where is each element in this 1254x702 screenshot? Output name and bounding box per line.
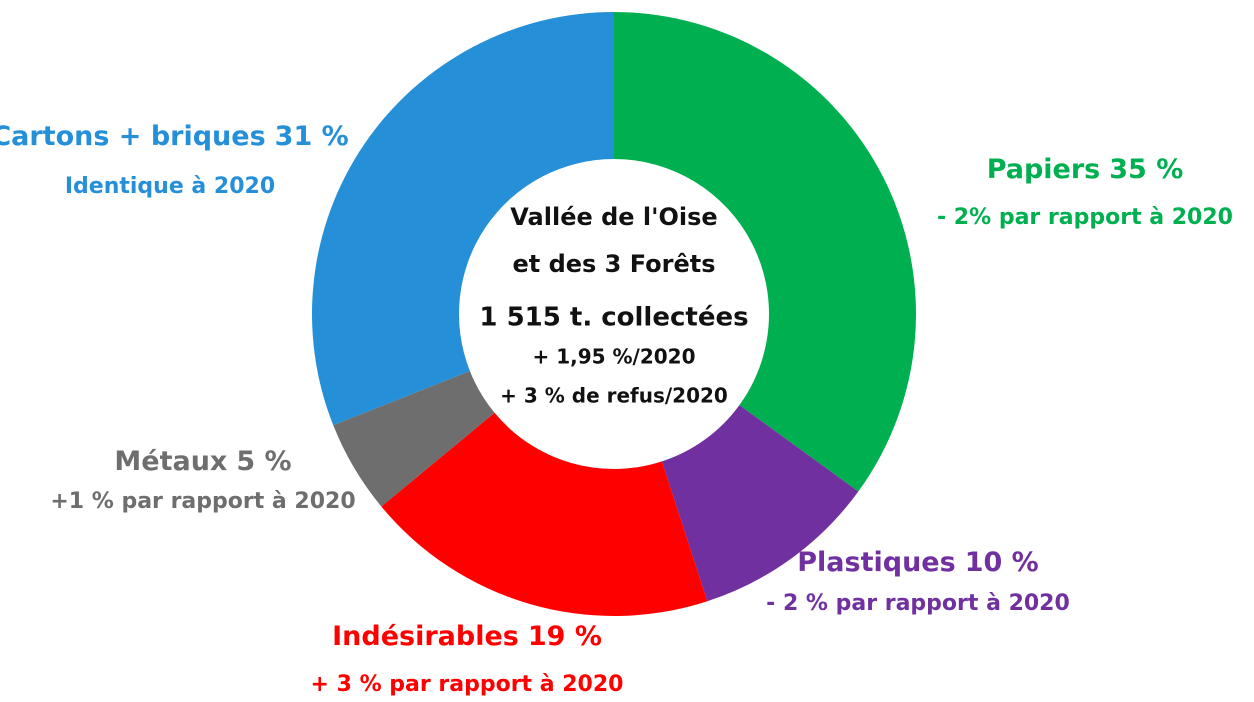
center-text: + 3 % de refus/2020 <box>500 384 728 408</box>
center-text: et des 3 Forêts <box>512 250 715 278</box>
donut-slice <box>311 12 614 426</box>
donut-slice <box>661 405 859 602</box>
category-name: Plastiques <box>797 547 955 578</box>
center-text: + 1,95 %/2020 <box>532 345 695 369</box>
category-name: Métaux <box>114 446 227 477</box>
value-label: 35 % <box>1109 154 1183 185</box>
slice-label: Métaux 5 % <box>114 446 291 477</box>
category-name: Indésirables <box>332 621 519 652</box>
slice-annotation: + 3 % par rapport à 2020 <box>311 672 624 697</box>
value-label: 31 % <box>275 121 349 152</box>
center-text: Vallée de l'Oise <box>510 203 717 231</box>
slice-annotation: - 2% par rapport à 2020 <box>937 205 1233 230</box>
slice-label: Plastiques 10 % <box>797 547 1038 578</box>
center-text: 1 515 t. collectées <box>479 303 748 333</box>
value-label: 5 % <box>236 446 291 477</box>
slice-annotation: Identique à 2020 <box>65 174 275 199</box>
donut-slice <box>614 12 916 492</box>
donut-slice <box>381 412 708 616</box>
category-name: Papiers <box>987 154 1101 185</box>
slice-label: Papiers 35 % <box>987 154 1184 185</box>
donut-slice <box>333 371 495 507</box>
slice-annotation: - 2 % par rapport à 2020 <box>766 591 1070 616</box>
value-label: 10 % <box>965 547 1039 578</box>
category-name: Cartons + briques <box>0 121 266 152</box>
slice-label: Cartons + briques 31 % <box>0 121 349 152</box>
slice-label: Indésirables 19 % <box>332 621 602 652</box>
value-label: 19 % <box>528 621 602 652</box>
slice-annotation: +1 % par rapport à 2020 <box>50 489 355 514</box>
